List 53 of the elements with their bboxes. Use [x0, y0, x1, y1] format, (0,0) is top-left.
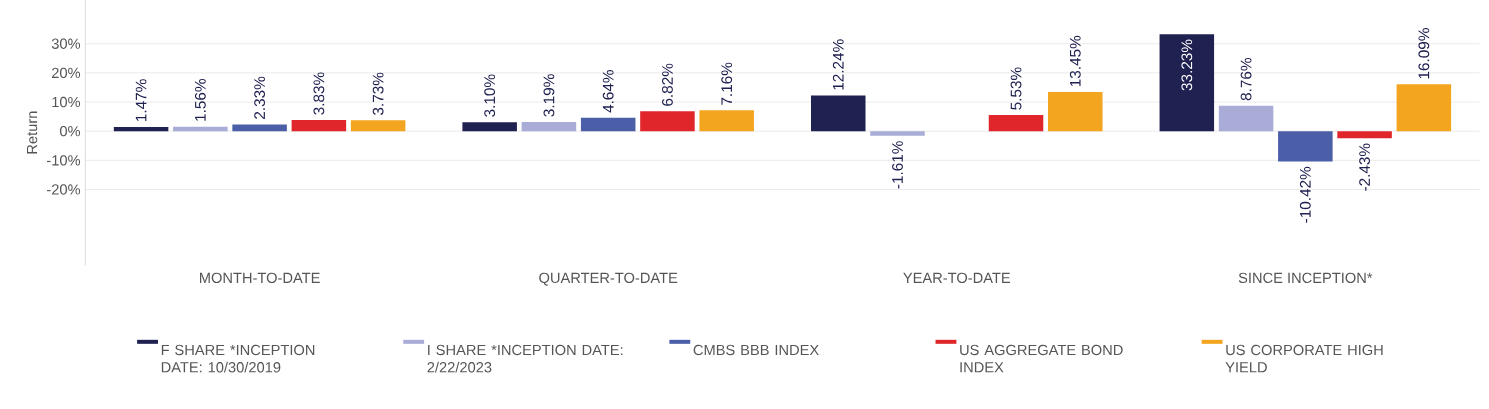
- bar: [580, 117, 636, 132]
- bar: [640, 111, 695, 132]
- legend-label: CMBS BBB INDEX: [693, 344, 819, 356]
- y-tick-label: 30%: [51, 38, 81, 49]
- y-tick-label: -10%: [47, 155, 81, 166]
- bar: [988, 114, 1044, 132]
- data-label: 2.33%: [254, 76, 266, 119]
- bar: [1396, 84, 1452, 132]
- bar: [521, 121, 577, 132]
- data-label: 12.24%: [832, 39, 844, 90]
- data-label: 7.16%: [721, 62, 733, 105]
- bar: [291, 119, 347, 132]
- y-tick-label: 10%: [52, 96, 81, 108]
- legend-label: US AGGREGATE BOND INDEX: [960, 344, 1123, 373]
- x-tick-label: SINCE INCEPTION*: [1238, 272, 1373, 283]
- data-label: -1.61%: [892, 141, 903, 189]
- bar: [870, 131, 925, 136]
- data-label: 1.56%: [194, 78, 206, 121]
- y-tick-label: 0%: [59, 125, 81, 137]
- x-tick-label: YEAR-TO-DATE: [903, 272, 1011, 283]
- data-label: 3.73%: [372, 72, 384, 115]
- bar: [1159, 34, 1215, 132]
- data-label: -10.42%: [1299, 166, 1311, 223]
- bar: [1218, 105, 1274, 132]
- bar: [462, 122, 517, 132]
- bar: [232, 124, 287, 132]
- bar: [699, 110, 754, 132]
- data-label: 3.19%: [543, 74, 555, 117]
- data-label: 33.23%: [1181, 39, 1193, 91]
- y-tick-label: 20%: [51, 67, 81, 78]
- y-axis-title: Return: [27, 111, 38, 154]
- bar: [1278, 131, 1333, 162]
- bar: [113, 126, 169, 132]
- data-label: 3.10%: [484, 74, 496, 117]
- data-label: -2.43%: [1359, 143, 1371, 191]
- bar: [1048, 91, 1103, 132]
- bar: [810, 95, 866, 132]
- legend-label: US CORPORATE HIGH YIELD: [1225, 344, 1383, 373]
- legend-label: I SHARE *INCEPTION DATE: 2/22/2023: [427, 344, 623, 373]
- data-label: 4.64%: [602, 69, 614, 113]
- data-label: 8.76%: [1240, 57, 1252, 101]
- x-tick-label: QUARTER-TO-DATE: [539, 272, 678, 286]
- data-label: 13.45%: [1069, 35, 1081, 86]
- x-tick-label: MONTH-TO-DATE: [200, 272, 320, 283]
- data-label: 3.83%: [313, 72, 325, 115]
- bar: [1337, 131, 1392, 139]
- y-tick-label: -20%: [47, 184, 81, 195]
- data-label: 6.82%: [662, 63, 673, 106]
- data-label: 16.09%: [1418, 28, 1430, 79]
- legend-label: F SHARE *INCEPTION DATE: 10/30/2019: [161, 344, 315, 373]
- data-label: 1.47%: [135, 79, 147, 121]
- data-label: 5.53%: [1010, 67, 1022, 110]
- bar: [350, 120, 406, 132]
